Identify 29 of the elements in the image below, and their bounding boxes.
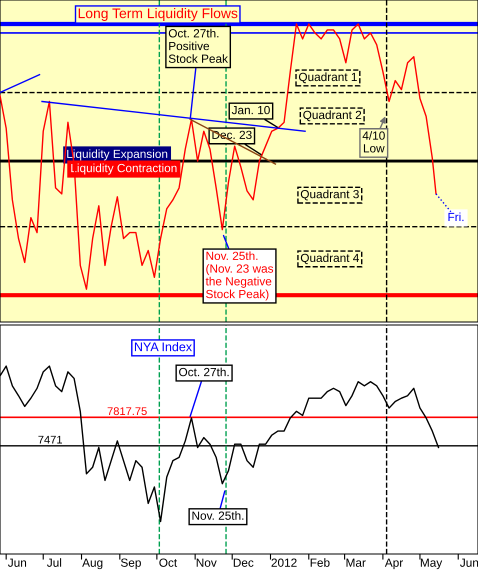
x-tick-label: Oct [159, 558, 178, 567]
annotation: Quadrant 4 [300, 253, 360, 264]
x-tick-label: Sep [120, 558, 141, 570]
x-tick-label: Jul [46, 558, 62, 567]
chart-title: Long Term Liquidity Flows [78, 8, 238, 21]
annotation: Liquidity Contraction [71, 164, 177, 175]
annotation: Jan. 10 [232, 106, 270, 114]
x-tick-label: Nov [196, 558, 217, 567]
annotation: Oct. 27th. [179, 368, 229, 376]
annotation: Nov. 25th. [192, 511, 244, 520]
annotation: Quadrant 2 [303, 110, 362, 122]
annotation: 4/10 Low [362, 131, 385, 152]
text: NYA Index [134, 342, 192, 352]
annotation: Quadrant 1 [298, 72, 357, 84]
annotation: Fri. [448, 212, 464, 222]
ref-line-label: 7471 [38, 436, 62, 444]
annotation: Oct. 27th. Positive Stock Peak [168, 28, 228, 63]
x-tick-label: Mar [346, 558, 366, 567]
x-tick-label: May [420, 558, 442, 570]
x-tick-label: Apr [384, 558, 403, 570]
x-tick-label: 2012 [272, 558, 297, 567]
x-tick-label: Feb [310, 558, 330, 567]
x-tick-label: Dec [234, 558, 254, 567]
annotation: Nov. 25th. (Nov. 23 was the Negative Stock Peak) [206, 251, 274, 301]
annotation: Quadrant 3 [300, 190, 359, 200]
ref-line-label: 7817.75 [108, 407, 147, 416]
x-tick-label: Aug [82, 558, 102, 570]
x-tick-label: Jun [460, 558, 478, 567]
x-tick-label: Jun [8, 558, 26, 567]
